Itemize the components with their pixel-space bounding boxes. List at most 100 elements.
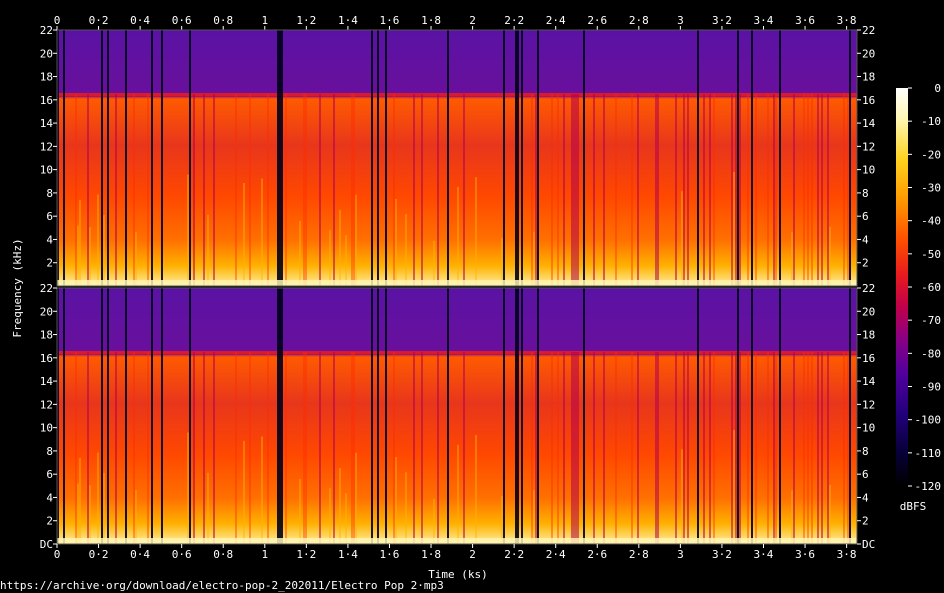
- spectral-stripe: [413, 94, 415, 286]
- spectral-stripe: [703, 94, 705, 286]
- spectral-stripe: [537, 288, 539, 544]
- spectral-stripe: [299, 221, 301, 286]
- spectral-stripe: [135, 490, 137, 544]
- spectral-stripe: [299, 479, 301, 544]
- spectral-stripe: [463, 352, 465, 544]
- x-tick-label-top: 0·2: [89, 14, 109, 27]
- colorbar-tick-label: 0: [934, 82, 941, 95]
- y-tick-label-right: 12: [862, 140, 875, 153]
- panel-frame: [56, 287, 858, 545]
- spectral-stripe: [709, 94, 711, 286]
- colorbar-tick-label: -80: [921, 347, 941, 360]
- x-axis-bottom: 0 0·2 0·4 0·6 0·8 1 1·2 1·4 1·6 1·8 2 2·2 2·4 2·6 2·8 3…: [54, 544, 857, 561]
- spectral-stripe: [87, 352, 89, 544]
- y-tick-label-left: 8: [46, 187, 53, 200]
- spectral-stripe: [355, 194, 357, 286]
- spectral-stripe: [573, 94, 575, 286]
- spectral-stripe: [517, 30, 519, 286]
- x-tick-label-bottom: 2: [469, 548, 476, 561]
- spectral-stripe: [107, 30, 109, 286]
- spectral-stripe: [125, 30, 127, 286]
- y-tick-label-right: 18: [862, 71, 875, 84]
- spectral-stripe: [551, 352, 553, 544]
- colorbar-tick-label: -40: [921, 215, 941, 228]
- spectral-stripe: [557, 94, 559, 286]
- spectral-stripe: [235, 352, 237, 544]
- spectral-stripe: [849, 288, 851, 544]
- x-tick-label-top: 3·6: [795, 14, 815, 27]
- x-tick-label-top: 2·4: [546, 14, 566, 27]
- spectral-stripe: [261, 178, 263, 286]
- y-tick-label-left: 2: [46, 515, 53, 528]
- y-tick-label-right: 14: [862, 117, 876, 130]
- y-tick-label-right: 10: [862, 164, 875, 177]
- spectrogram-panel-channel-2: [56, 287, 858, 545]
- spectral-stripe: [447, 288, 449, 544]
- spectral-stripe: [755, 94, 757, 286]
- spectral-stripe: [675, 94, 677, 286]
- low-frequency-band: [57, 538, 857, 544]
- spectral-stripe: [433, 498, 435, 544]
- x-tick-label-bottom: 0·2: [89, 548, 109, 561]
- y-tick-label-left: 8: [46, 445, 53, 458]
- colorbar-tick-label: -20: [921, 148, 941, 161]
- spectral-stripe: [535, 94, 537, 286]
- x-tick-label-bottom: 3·6: [795, 548, 815, 561]
- x-tick-label-bottom: 1·6: [380, 548, 400, 561]
- spectral-stripe: [829, 484, 831, 544]
- spectral-stripe: [249, 94, 251, 286]
- x-tick-label-bottom: 1·8: [421, 548, 441, 561]
- y-tick-label-left: 10: [40, 422, 53, 435]
- spectral-stripe: [107, 288, 109, 544]
- spectral-stripe: [733, 430, 735, 544]
- spectral-stripe: [63, 30, 65, 286]
- spectral-stripe: [577, 94, 579, 286]
- spectral-stripe: [767, 352, 769, 544]
- spectral-stripe: [811, 94, 813, 286]
- spectral-stripe: [261, 436, 263, 544]
- spectral-stripe: [249, 352, 251, 544]
- spectral-stripe: [821, 352, 823, 544]
- spectral-stripe: [531, 94, 533, 286]
- x-axis-top: 0 0·2 0·4 0·6 0·8 1 1·2 1·4 1·6 1·8 2 2·2 2·4 2·6 2·8 3…: [54, 14, 857, 30]
- spectral-stripe: [655, 352, 657, 544]
- spectral-stripe: [767, 94, 769, 286]
- spectral-stripe: [329, 488, 331, 544]
- spectral-stripe: [377, 30, 379, 286]
- spectral-stripe: [345, 235, 347, 286]
- spectral-stripe: [533, 232, 535, 286]
- spectral-stripe: [817, 352, 819, 544]
- y-tick-label-left: 14: [40, 375, 54, 388]
- spectral-stripe: [775, 94, 777, 286]
- spectral-stripe: [849, 30, 851, 286]
- spectral-stripe: [405, 472, 407, 544]
- spectral-stripe: [791, 232, 793, 286]
- spectral-stripe: [563, 352, 565, 544]
- spectral-stripe: [385, 288, 387, 544]
- spectral-stripe: [503, 30, 505, 286]
- x-tick-label-top: 2·8: [629, 14, 649, 27]
- spectral-stripe: [637, 352, 639, 544]
- y-tick-label-left: 12: [40, 398, 53, 411]
- spectral-stripe: [77, 225, 79, 286]
- spectral-stripe: [189, 288, 191, 544]
- spectral-stripe: [775, 352, 777, 544]
- colorbar-tick-label: -70: [921, 314, 941, 327]
- y-tick-label-right: 22: [862, 282, 875, 295]
- spectral-stripe: [413, 352, 415, 544]
- spectral-stripe: [791, 490, 793, 544]
- x-tick-label-top: 1·2: [296, 14, 316, 27]
- y-tick-label-left: 4: [46, 491, 53, 504]
- spectral-stripe: [583, 288, 585, 544]
- spectral-stripe: [125, 288, 127, 544]
- spectral-stripe: [683, 352, 685, 544]
- spectral-stripe: [535, 352, 537, 544]
- x-tick-label-bottom: 2·8: [629, 548, 649, 561]
- spectral-stripe: [57, 30, 59, 286]
- spectral-stripe: [709, 352, 711, 544]
- spectral-stripe: [193, 352, 195, 544]
- y-tick-label-left: 10: [40, 164, 53, 177]
- x-tick-label-bottom: 2·4: [546, 548, 566, 561]
- spectral-stripe: [371, 30, 373, 286]
